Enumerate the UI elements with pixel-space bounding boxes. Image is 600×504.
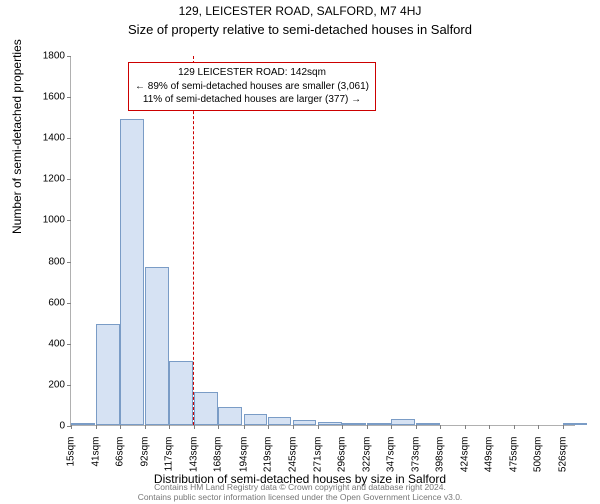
x-tick-label: 449sqm [484,437,495,473]
x-tick-mark [318,425,319,429]
annotation-box: 129 LEICESTER ROAD: 142sqm ← 89% of semi… [128,62,376,111]
histogram-bar [96,324,120,425]
y-tick-label: 1000 [25,215,71,226]
y-tick-label: 400 [25,338,71,349]
x-tick-label: 117sqm [164,437,175,472]
x-tick-label: 347sqm [385,437,396,473]
histogram-bar [342,423,366,425]
x-tick-mark [514,425,515,429]
header-address: 129, LEICESTER ROAD, SALFORD, M7 4HJ [0,4,600,18]
x-tick-label: 143sqm [189,437,200,473]
x-tick-mark [71,425,72,429]
x-tick-label: 15sqm [66,437,77,467]
x-tick-label: 92sqm [140,437,151,467]
histogram-bar [318,422,342,425]
y-tick-mark [67,179,71,180]
x-tick-mark [489,425,490,429]
histogram-bar [120,119,144,425]
histogram-bar [244,414,268,425]
x-tick-label: 168sqm [213,437,224,473]
plot-area: 02004006008001000120014001600180015sqm41… [70,56,575,426]
y-tick-mark [67,56,71,57]
y-tick-mark [67,385,71,386]
y-tick-mark [67,97,71,98]
y-tick-label: 600 [25,297,71,308]
histogram-bar [391,419,415,425]
histogram-bar [293,420,317,425]
x-tick-label: 219sqm [262,437,273,473]
x-tick-label: 526sqm [558,437,569,473]
x-tick-mark [244,425,245,429]
x-tick-mark [440,425,441,429]
x-tick-mark [342,425,343,429]
x-tick-mark [391,425,392,429]
x-tick-label: 271sqm [312,437,323,473]
x-tick-label: 373sqm [411,437,422,473]
annotation-line-3: 11% of semi-detached houses are larger (… [135,93,369,107]
footer-line-1: Contains HM Land Registry data © Crown c… [0,482,600,492]
x-tick-mark [416,425,417,429]
x-tick-label: 41sqm [91,437,102,467]
x-tick-mark [120,425,121,429]
histogram-bar [563,423,587,425]
y-tick-mark [67,344,71,345]
y-tick-label: 1600 [25,92,71,103]
x-tick-mark [367,425,368,429]
x-tick-label: 322sqm [361,437,372,473]
x-tick-mark [169,425,170,429]
x-tick-label: 398sqm [435,437,446,473]
chart-title: Size of property relative to semi-detach… [0,22,600,37]
footer-line-2: Contains public sector information licen… [0,492,600,502]
y-axis-label: Number of semi-detached properties [10,39,24,234]
x-tick-mark [194,425,195,429]
y-tick-mark [67,220,71,221]
x-tick-mark [268,425,269,429]
histogram-bar [71,423,95,425]
x-tick-label: 194sqm [238,437,249,473]
annotation-line-1: 129 LEICESTER ROAD: 142sqm [135,66,369,80]
x-tick-mark [293,425,294,429]
x-tick-label: 475sqm [509,437,520,473]
histogram-bar [367,423,391,425]
y-tick-mark [67,138,71,139]
marker-line [193,56,194,425]
footer: Contains HM Land Registry data © Crown c… [0,482,600,502]
x-tick-label: 66sqm [115,437,126,467]
x-tick-mark [145,425,146,429]
histogram-bar [145,267,169,425]
annotation-line-2: ← 89% of semi-detached houses are smalle… [135,80,369,94]
y-tick-mark [67,262,71,263]
y-tick-label: 0 [25,421,71,432]
x-tick-label: 245sqm [287,437,298,473]
x-tick-mark [96,425,97,429]
x-tick-mark [538,425,539,429]
y-tick-label: 1200 [25,174,71,185]
y-tick-label: 1800 [25,51,71,62]
x-tick-mark [465,425,466,429]
x-tick-label: 296sqm [336,437,347,473]
y-tick-label: 1400 [25,133,71,144]
x-tick-mark [218,425,219,429]
histogram-bar [194,392,218,425]
y-tick-mark [67,303,71,304]
histogram-bar [169,361,193,425]
chart-area: 02004006008001000120014001600180015sqm41… [70,56,575,426]
x-tick-label: 424sqm [460,437,471,473]
histogram-bar [218,407,242,426]
x-tick-label: 500sqm [533,437,544,473]
histogram-bar [268,417,292,425]
x-tick-mark [563,425,564,429]
y-tick-label: 200 [25,379,71,390]
y-tick-label: 800 [25,256,71,267]
histogram-bar [416,423,440,425]
